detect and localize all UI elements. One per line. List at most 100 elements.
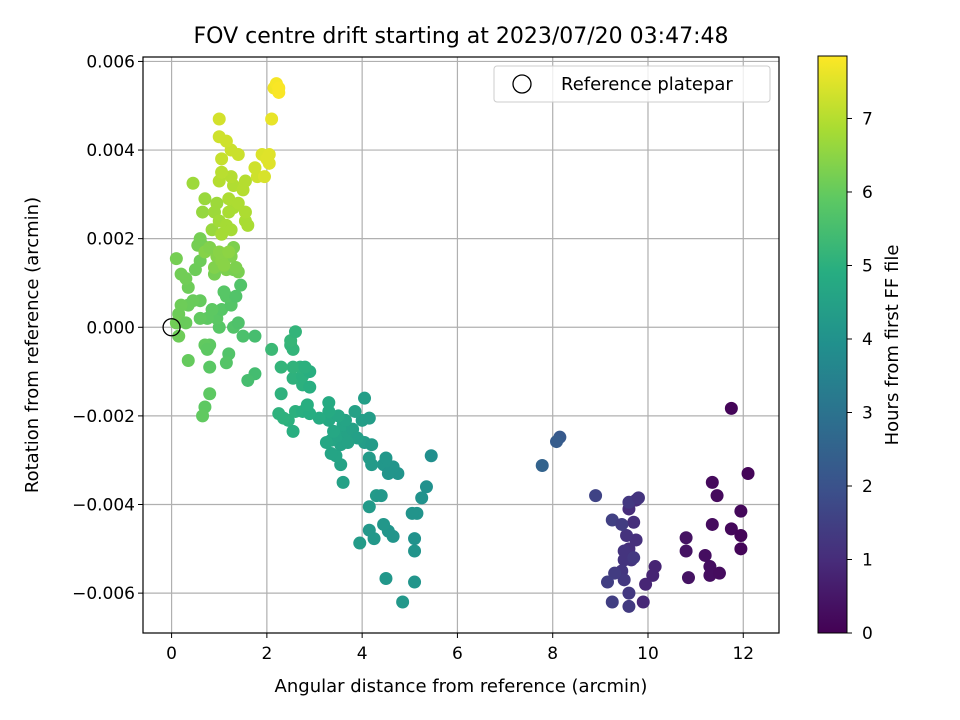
- scatter-point: [231, 316, 245, 330]
- reference-marker: [162, 318, 181, 337]
- y-tick-label: −0.006: [72, 584, 135, 604]
- colorbar-tick-label: 7: [862, 109, 873, 129]
- scatter-point: [205, 303, 219, 317]
- scatter-point: [698, 548, 712, 562]
- scatter-point: [710, 489, 724, 503]
- scatter-point: [219, 356, 233, 370]
- scatter-point: [396, 595, 410, 609]
- scatter-point: [212, 112, 226, 126]
- scatter-point: [679, 531, 693, 545]
- scatter-point: [196, 205, 210, 219]
- scatter-point: [622, 599, 636, 613]
- scatter-point: [288, 325, 302, 339]
- scatter-point: [215, 152, 229, 166]
- scatter-point: [203, 360, 217, 374]
- scatter-point: [274, 360, 288, 374]
- scatter-point: [324, 447, 338, 461]
- legend-label: Reference platepar: [561, 74, 733, 95]
- scatter-point: [734, 542, 748, 556]
- scatter-point: [734, 504, 748, 518]
- scatter-point: [712, 566, 726, 580]
- x-tick-label: 0: [166, 644, 177, 664]
- scatter-point: [724, 522, 738, 536]
- scatter-point: [353, 536, 367, 550]
- x-tick-label: 8: [547, 644, 558, 664]
- scatter-point: [265, 112, 279, 126]
- scatter-point: [193, 232, 207, 246]
- scatter-point: [620, 529, 634, 543]
- scatter-point: [179, 316, 193, 330]
- scatter-point: [415, 491, 429, 505]
- scatter-point: [636, 595, 650, 609]
- scatter-point: [605, 595, 619, 609]
- x-tick-label: 4: [357, 644, 368, 664]
- colorbar-tick-label: 3: [862, 403, 873, 423]
- scatter-point: [705, 475, 719, 489]
- scatter-point: [224, 223, 238, 237]
- scatter-point: [617, 573, 631, 587]
- scatter-point: [265, 342, 279, 356]
- scatter-point: [319, 435, 333, 449]
- scatter-point: [741, 466, 755, 480]
- scatter-point: [215, 165, 229, 179]
- y-tick-label: 0.004: [86, 141, 135, 161]
- scatter-point: [174, 267, 188, 281]
- x-tick-label: 6: [452, 644, 463, 664]
- scatter-point: [374, 489, 388, 503]
- colorbar-tick-label: 5: [862, 256, 873, 276]
- scatter-point: [262, 147, 276, 161]
- scatter-point: [358, 391, 372, 405]
- scatter-point: [198, 192, 212, 206]
- scatter-point: [210, 196, 224, 210]
- scatter-point: [627, 551, 641, 565]
- scatter-point: [589, 489, 603, 503]
- scatter-point: [236, 183, 250, 197]
- scatter-point: [286, 360, 300, 374]
- scatter-point: [408, 575, 422, 589]
- scatter-point: [622, 586, 636, 600]
- scatter-point: [241, 373, 255, 387]
- x-tick-label: 10: [637, 644, 659, 664]
- scatter-point: [377, 517, 391, 531]
- scatter-point: [272, 85, 286, 99]
- scatter-point: [196, 409, 210, 423]
- scatter-point: [236, 329, 250, 343]
- axis-ticks: 0 2 4 6 8 10 12 −0.006 −0.004 −0.002 0.000 0.002 0.0…: [72, 52, 754, 664]
- scatter-point: [200, 342, 214, 356]
- scatter-point: [681, 571, 695, 585]
- y-tick-label: −0.002: [72, 407, 135, 427]
- scatter-point: [627, 515, 641, 529]
- scatter-point: [615, 517, 629, 531]
- colorbar-tick-label: 6: [862, 183, 873, 203]
- scatter-point: [608, 566, 622, 580]
- colorbar-label: Hours from first FF file: [882, 245, 903, 446]
- scatter-point: [217, 258, 231, 272]
- scatter-point: [217, 285, 231, 299]
- scatter-point: [550, 435, 564, 449]
- plot-frame: [142, 56, 780, 634]
- y-tick-label: 0.002: [86, 230, 135, 250]
- scatter-point: [405, 506, 419, 520]
- scatter-point: [274, 387, 288, 401]
- scatter-point: [300, 398, 314, 412]
- scatter-point: [646, 568, 660, 582]
- scatter-point: [631, 491, 645, 505]
- scatter-point: [341, 435, 355, 449]
- scatter-point: [229, 260, 243, 274]
- scatter-points: [169, 77, 755, 613]
- scatter-point: [229, 289, 243, 303]
- scatter-point: [298, 360, 312, 374]
- y-tick-label: 0.006: [86, 52, 135, 72]
- scatter-point: [322, 404, 336, 418]
- x-tick-label: 2: [261, 644, 272, 664]
- scatter-point: [248, 161, 262, 175]
- colorbar-tick-label: 1: [862, 550, 873, 570]
- scatter-point: [257, 170, 271, 184]
- scatter-point: [362, 451, 376, 465]
- scatter-point: [600, 575, 614, 589]
- y-tick-label: −0.004: [72, 496, 135, 516]
- scatter-point: [303, 380, 317, 394]
- colorbar: [817, 55, 848, 634]
- legend: Reference platepar: [493, 65, 771, 103]
